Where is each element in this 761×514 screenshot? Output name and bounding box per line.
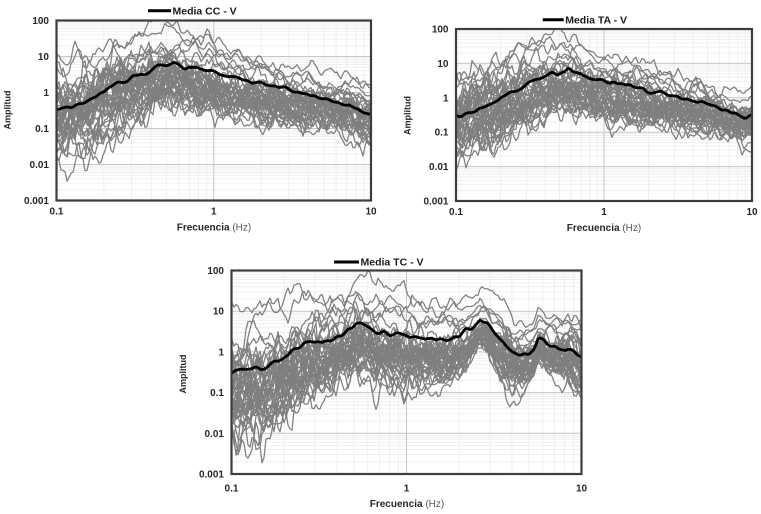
- svg-text:Frecuencia (Hz): Frecuencia (Hz): [177, 223, 251, 234]
- svg-text:Amplitud: Amplitud: [178, 355, 188, 394]
- svg-text:10: 10: [365, 207, 377, 218]
- svg-text:0.01: 0.01: [205, 429, 225, 440]
- svg-text:1: 1: [43, 88, 49, 99]
- svg-text:0.1: 0.1: [35, 124, 49, 135]
- svg-text:0.1: 0.1: [50, 207, 64, 218]
- svg-text:10: 10: [437, 59, 449, 70]
- svg-text:Frecuencia (Hz): Frecuencia (Hz): [567, 223, 641, 234]
- svg-text:10: 10: [38, 52, 50, 63]
- svg-text:1: 1: [218, 347, 224, 358]
- svg-text:10: 10: [746, 207, 758, 218]
- svg-text:Amplitud: Amplitud: [403, 96, 413, 135]
- svg-text:0.1: 0.1: [435, 128, 449, 139]
- svg-text:0.001: 0.001: [423, 197, 448, 208]
- svg-text:0.001: 0.001: [199, 470, 224, 481]
- svg-text:10: 10: [213, 307, 225, 318]
- svg-text:1: 1: [443, 93, 449, 104]
- svg-text:Media TC - V: Media TC - V: [361, 257, 424, 269]
- svg-text:0.1: 0.1: [449, 207, 463, 218]
- svg-text:Amplitud: Amplitud: [3, 91, 13, 130]
- svg-text:Media TA - V: Media TA - V: [565, 14, 627, 26]
- svg-text:100: 100: [32, 16, 49, 27]
- svg-text:0.1: 0.1: [225, 484, 239, 495]
- svg-text:1: 1: [601, 207, 607, 218]
- svg-text:0.1: 0.1: [210, 388, 224, 399]
- svg-text:1: 1: [404, 484, 410, 495]
- svg-text:100: 100: [207, 266, 224, 277]
- svg-text:Media CC - V: Media CC - V: [173, 5, 237, 17]
- svg-text:1: 1: [211, 207, 217, 218]
- svg-text:10: 10: [576, 484, 588, 495]
- svg-text:100: 100: [432, 25, 449, 36]
- svg-text:0.01: 0.01: [429, 162, 449, 173]
- svg-text:0.01: 0.01: [30, 160, 50, 171]
- svg-text:Frecuencia (Hz): Frecuencia (Hz): [370, 499, 444, 510]
- svg-text:0.001: 0.001: [24, 196, 49, 207]
